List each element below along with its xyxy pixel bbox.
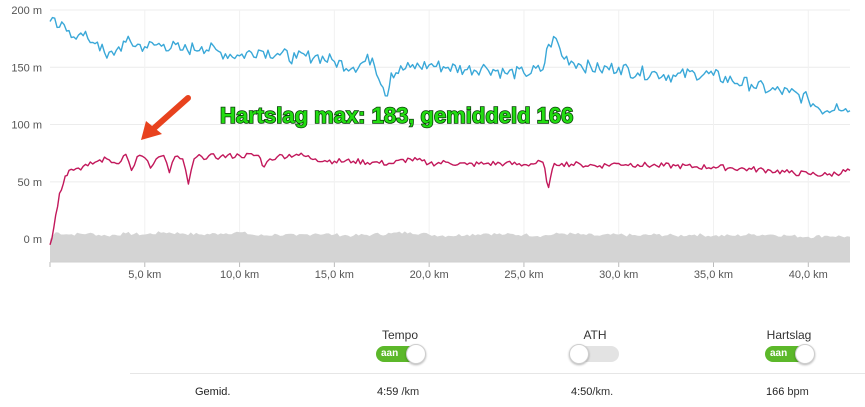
- y-tick-label: 150 m: [11, 62, 42, 74]
- average-heart-rate-unit: bpm: [787, 386, 809, 398]
- x-tick-label: 20,0 km: [410, 269, 449, 281]
- pace-line: [49, 16, 851, 115]
- x-tick-label: 15,0 km: [315, 269, 354, 281]
- ath-control: ATH: [545, 328, 645, 364]
- chart-series: [49, 16, 851, 262]
- tempo-toggle[interactable]: aan: [376, 344, 426, 364]
- average-heart-rate-value: 166: [766, 386, 785, 398]
- average-ath-value: 4:50: [571, 386, 593, 398]
- toggle-knob: [795, 344, 815, 364]
- heart-rate-line: [49, 152, 851, 246]
- x-tick-label: 40,0 km: [789, 269, 828, 281]
- x-tick-label: 35,0 km: [694, 269, 733, 281]
- average-heart-rate: 166 bpm: [766, 386, 809, 398]
- heart-rate-control: Hartslag aan: [739, 328, 839, 364]
- y-tick-label: 0 m: [24, 234, 42, 246]
- table-divider: [130, 373, 865, 374]
- y-tick-label: 50 m: [18, 177, 42, 189]
- toggle-knob: [569, 344, 589, 364]
- ath-toggle[interactable]: [569, 344, 619, 364]
- y-tick-label: 200 m: [11, 5, 42, 17]
- average-tempo-unit: /km: [401, 386, 420, 398]
- x-tick-label: 5,0 km: [128, 269, 161, 281]
- chart-grid: [50, 9, 850, 262]
- average-ath: 4:50/km.: [571, 386, 613, 398]
- heart-rate-toggle-text: aan: [770, 348, 788, 359]
- elevation-heartrate-chart: 200 m 150 m 100 m 50 m 0 m 5,0 km 10,0 km 15,0 …: [11, 5, 851, 281]
- x-tick-label: 10,0 km: [220, 269, 259, 281]
- elevation-area: [50, 231, 850, 262]
- average-tempo-value: 4:59: [377, 386, 399, 398]
- tempo-control: Tempo aan: [350, 328, 450, 364]
- average-ath-unit: /km.: [592, 386, 614, 398]
- chart-axes: 200 m 150 m 100 m 50 m 0 m 5,0 km 10,0 km 15,0 …: [11, 5, 850, 281]
- annotation-arrow: [141, 95, 191, 140]
- heart-rate-toggle[interactable]: aan: [765, 344, 815, 364]
- heart-rate-label: Hartslag: [766, 328, 812, 342]
- x-tick-label: 30,0 km: [599, 269, 638, 281]
- y-tick-label: 100 m: [11, 120, 42, 132]
- tempo-toggle-text: aan: [381, 348, 399, 359]
- average-tempo: 4:59 /km: [377, 386, 419, 398]
- heart-rate-annotation: Hartslag max: 183, gemiddeld 166: [220, 103, 573, 128]
- ath-label: ATH: [583, 328, 607, 342]
- toggle-knob: [406, 344, 426, 364]
- average-row-label: Gemid.: [195, 386, 231, 398]
- tempo-label: Tempo: [381, 328, 419, 342]
- x-tick-label: 25,0 km: [504, 269, 543, 281]
